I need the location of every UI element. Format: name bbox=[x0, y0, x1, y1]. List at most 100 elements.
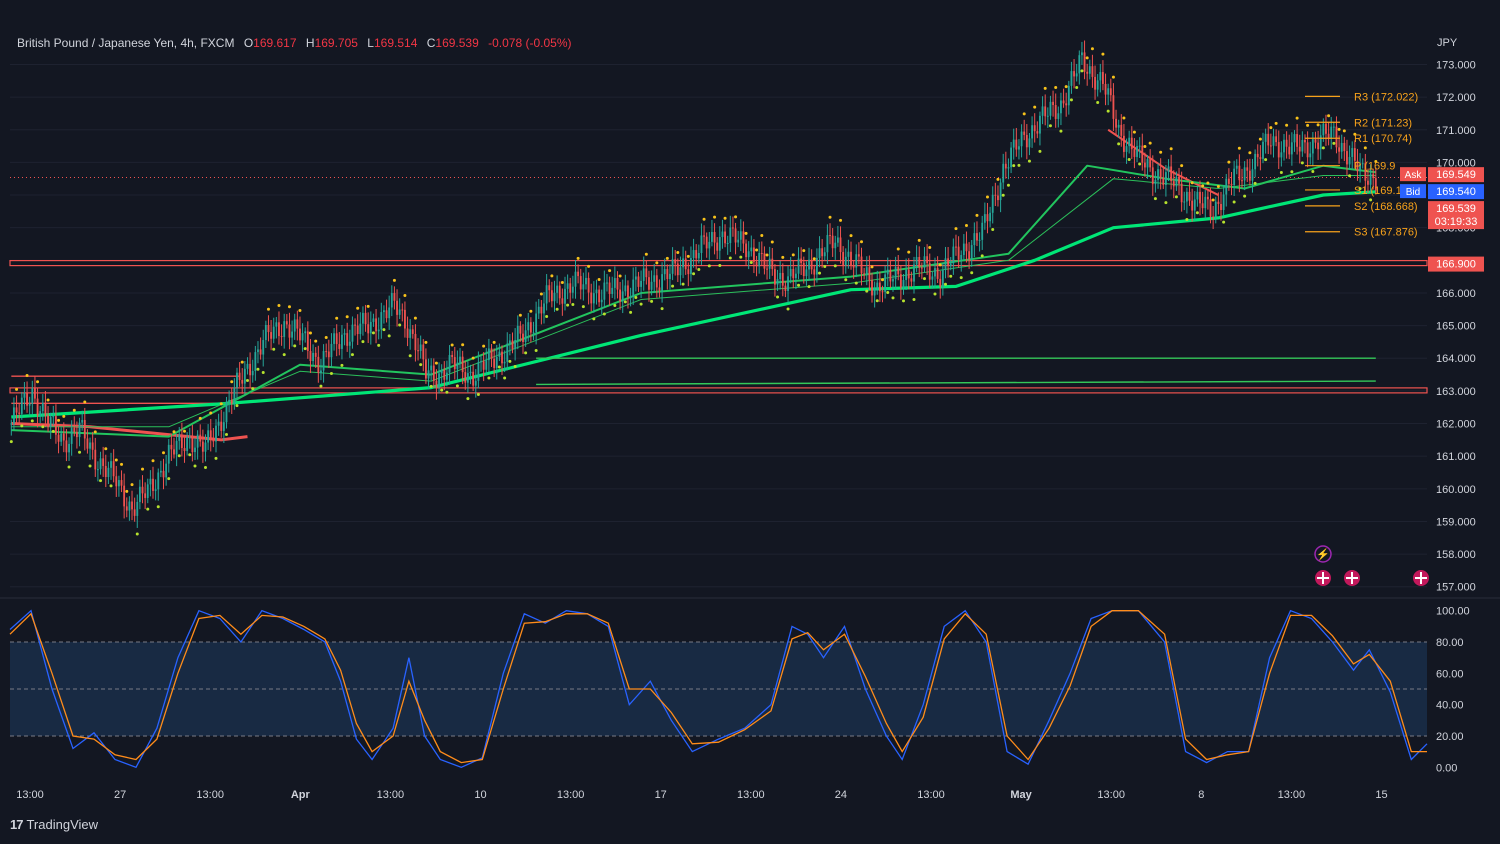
price-axis[interactable]: JPY173.000172.000171.000170.000169.00016… bbox=[1436, 37, 1476, 774]
candle-body bbox=[800, 258, 803, 263]
candle-body bbox=[747, 251, 750, 258]
candle-body bbox=[138, 486, 141, 502]
candle-body bbox=[453, 357, 456, 370]
trend-dot bbox=[72, 408, 76, 412]
candle-body bbox=[590, 292, 593, 304]
candle-body bbox=[758, 253, 761, 267]
candle-body bbox=[70, 428, 73, 444]
candle-body bbox=[587, 277, 590, 293]
trend-dot bbox=[1342, 129, 1346, 133]
candle-body bbox=[1130, 137, 1133, 150]
trend-dot bbox=[697, 267, 701, 271]
trend-dot bbox=[434, 361, 438, 365]
candle-body bbox=[144, 493, 147, 498]
candle-body bbox=[619, 289, 622, 302]
time-axis[interactable]: 13:00 27 13:00 Apr 13:00 10 13:00 17 13:00 24 13:0… bbox=[16, 789, 1387, 801]
candle-body bbox=[404, 309, 406, 329]
candle-body bbox=[456, 362, 459, 370]
moving-average-1 bbox=[11, 164, 1376, 438]
tradingview-brand[interactable]: 17 TradingView bbox=[10, 817, 98, 832]
trend-dot bbox=[277, 303, 281, 307]
price-tick-14: 159.000 bbox=[1436, 516, 1476, 528]
candle-body bbox=[1099, 72, 1102, 81]
candle-body bbox=[713, 232, 716, 243]
trend-dot bbox=[576, 256, 580, 260]
candle-body bbox=[238, 372, 241, 380]
candle-body bbox=[432, 365, 435, 381]
trend-dot bbox=[618, 274, 622, 278]
candle-body bbox=[955, 246, 957, 248]
candle-body bbox=[1301, 139, 1304, 152]
candle-body bbox=[104, 465, 107, 478]
candle-body bbox=[233, 387, 236, 404]
candle-body bbox=[1374, 178, 1377, 191]
candle-body bbox=[228, 399, 231, 402]
candle-body bbox=[650, 281, 653, 290]
candle-body bbox=[220, 421, 223, 431]
candle-body bbox=[621, 291, 624, 302]
trend-dot bbox=[403, 293, 407, 297]
candle-body bbox=[186, 437, 189, 452]
candle-body bbox=[60, 433, 63, 442]
symbol-header[interactable]: British Pound / Japanese Yen, 4h, FXCM O… bbox=[17, 36, 572, 50]
trend-dot bbox=[922, 277, 926, 281]
horizontal-levels[interactable] bbox=[9, 128, 1428, 442]
trend-dot bbox=[466, 397, 470, 401]
trend-dot bbox=[130, 483, 134, 487]
candle-body bbox=[553, 292, 556, 302]
trend-dot bbox=[681, 282, 685, 286]
ask-price-box bbox=[1428, 167, 1484, 183]
candle-body bbox=[388, 307, 391, 319]
trend-dot bbox=[1043, 86, 1047, 90]
candle-body bbox=[781, 272, 784, 286]
event-icons[interactable]: ⚡ bbox=[1314, 545, 1429, 586]
candle-body bbox=[1143, 162, 1146, 168]
candle-body bbox=[283, 321, 286, 337]
trend-dot bbox=[487, 376, 491, 380]
candle-body bbox=[212, 439, 215, 442]
candle-body bbox=[687, 269, 690, 275]
candle-body bbox=[270, 332, 273, 339]
trend-dot bbox=[844, 278, 848, 282]
symbol-title[interactable]: British Pound / Japanese Yen, 4h, FXCM bbox=[17, 36, 235, 50]
trend-dot bbox=[770, 240, 774, 244]
candle-body bbox=[718, 237, 721, 251]
candle-body bbox=[564, 288, 566, 304]
candle-body bbox=[275, 322, 278, 327]
trend-dot bbox=[162, 451, 166, 455]
trend-dot bbox=[272, 347, 276, 351]
trend-dot bbox=[1017, 163, 1021, 167]
last-countdown: 03:19:33 bbox=[1435, 216, 1478, 228]
trend-dot bbox=[508, 359, 512, 363]
candle-body bbox=[359, 323, 362, 335]
candle-body bbox=[230, 399, 233, 404]
candle-body bbox=[844, 256, 847, 266]
trend-dot bbox=[587, 264, 591, 268]
trend-dot bbox=[450, 343, 454, 347]
candle-body bbox=[524, 330, 527, 343]
candle-body bbox=[409, 329, 412, 338]
candlesticks[interactable] bbox=[10, 40, 1377, 528]
stochastic-d-line bbox=[9, 610, 1427, 764]
trend-dot bbox=[723, 216, 727, 220]
candle-body bbox=[102, 458, 105, 466]
trend-dot bbox=[728, 256, 732, 260]
candle-body bbox=[902, 279, 905, 288]
candle-body bbox=[173, 449, 175, 455]
candle-body bbox=[1262, 141, 1264, 159]
trend-dot bbox=[660, 307, 664, 311]
candle-body bbox=[1238, 165, 1241, 181]
moving-average-2 bbox=[11, 175, 1376, 428]
trend-dot bbox=[356, 306, 360, 310]
candle-body bbox=[991, 194, 994, 213]
candle-body bbox=[1196, 191, 1199, 200]
trend-dot bbox=[293, 344, 297, 348]
trend-dot bbox=[870, 265, 874, 269]
candle-body bbox=[1314, 139, 1317, 143]
candle-body bbox=[1248, 170, 1251, 181]
candle-body bbox=[327, 351, 330, 358]
candle-body bbox=[259, 349, 262, 355]
trend-dot bbox=[1237, 146, 1241, 150]
trend-dot bbox=[1337, 127, 1341, 131]
candle-body bbox=[1075, 73, 1078, 77]
